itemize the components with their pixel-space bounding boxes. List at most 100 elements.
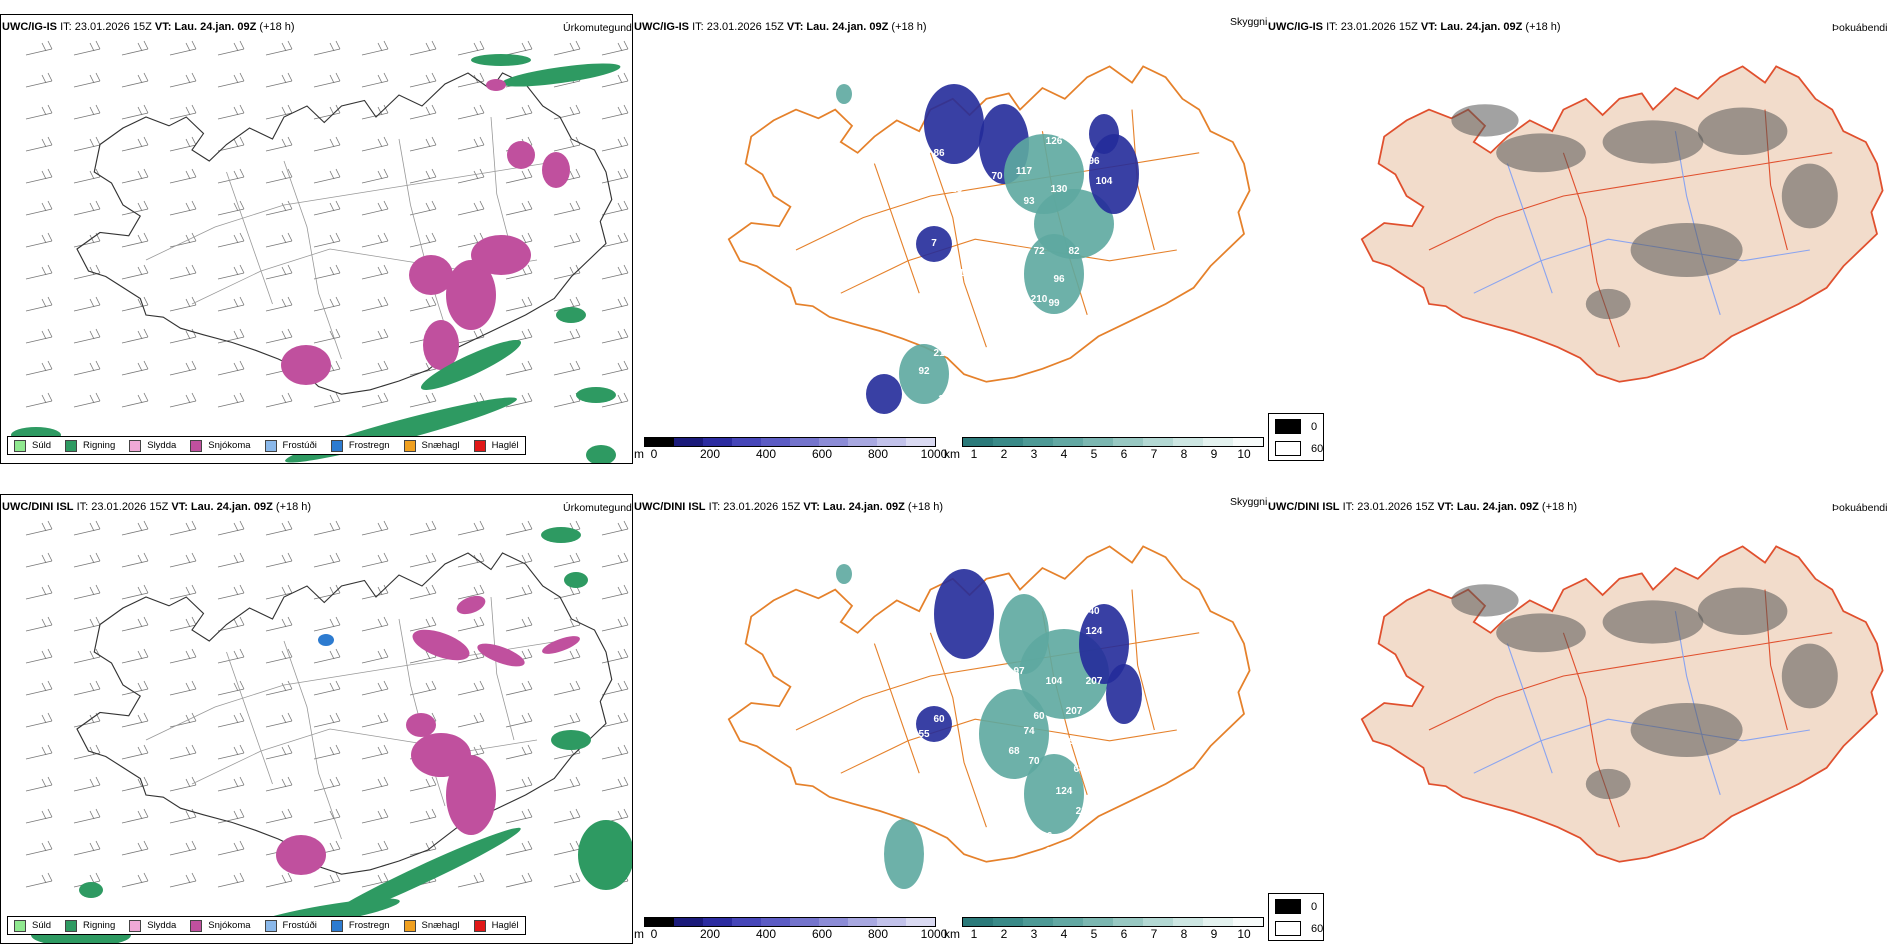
wind-barb <box>121 360 149 376</box>
colorbar-tick-label: 0 <box>650 927 658 941</box>
wind-barb <box>121 72 149 88</box>
precip-legend-item: Haglél <box>473 919 519 932</box>
visibility-value-label: 7 <box>931 238 937 249</box>
wind-barb <box>265 712 293 728</box>
panel-title: UWC/IG-IS IT: 23.01.2026 15Z VT: Lau. 24… <box>1268 21 1561 33</box>
wind-barb <box>361 680 389 696</box>
panel-name-precip: Úrkomutegund <box>563 502 632 514</box>
visibility-colorbar-m: m 0 200 400 600 800 1000 <box>634 917 947 943</box>
road-line <box>191 728 538 785</box>
precip-area <box>276 835 326 875</box>
wind-barb <box>457 168 485 184</box>
wind-barb <box>25 104 53 120</box>
fog-index-area <box>1602 600 1704 644</box>
colorbar-tick-label: 7 <box>1150 927 1158 941</box>
wind-barb <box>361 840 389 856</box>
colorbar-tick-label: 1 <box>970 927 978 941</box>
colorbar-tick-label: 7 <box>1150 447 1158 461</box>
legend-swatch <box>473 919 486 932</box>
road-line <box>226 651 273 785</box>
visibility-labels: 86 84 113 108 70 117 93 130 126 96 104 77 76 7 11 92 72 9… <box>918 136 1112 405</box>
wind-barb <box>409 520 437 536</box>
precip-area <box>412 629 470 661</box>
visibility-value-label: 70 <box>991 171 1003 182</box>
road-line <box>283 160 342 360</box>
wind-barb <box>25 360 53 376</box>
colorbar-tick-label: 10 <box>1237 927 1251 941</box>
wind-barb <box>169 264 197 280</box>
legend-swatch <box>65 919 78 932</box>
wind-barb <box>217 840 245 856</box>
fog-legend-swatch-0 <box>1275 899 1301 914</box>
legend-label: Snjókoma <box>208 920 251 931</box>
colorbar-segment <box>732 438 761 446</box>
colorbar-tick-label: 8 <box>1180 447 1188 461</box>
visibility-value-label: 89 <box>988 646 1000 657</box>
fog-legend: 0 60 <box>1268 413 1324 461</box>
wind-barb <box>217 584 245 600</box>
wind-barb <box>601 712 629 728</box>
wind-barb <box>25 552 53 568</box>
wind-barb <box>25 584 53 600</box>
wind-barb <box>121 648 149 664</box>
legend-label: Frostregn <box>348 440 390 451</box>
wind-barb <box>457 712 485 728</box>
wind-barb <box>505 40 533 56</box>
wind-barb <box>505 392 533 408</box>
wind-barb <box>409 168 437 184</box>
precip-area <box>578 820 632 890</box>
wind-barb <box>121 872 149 888</box>
wind-barb <box>217 744 245 760</box>
visibility-value-label: 82 <box>1068 246 1080 257</box>
low-visibility-area <box>916 226 952 262</box>
precip-area <box>456 595 486 615</box>
road-line <box>398 138 446 327</box>
colorbar-tick-label: 9 <box>1210 927 1218 941</box>
wind-barb <box>601 520 629 536</box>
road-line <box>226 171 273 305</box>
wind-barb <box>217 232 245 248</box>
wind-barb <box>601 104 629 120</box>
road-line <box>490 596 515 741</box>
wind-barb <box>265 104 293 120</box>
colorbar-tick-label: 6 <box>1120 447 1128 461</box>
wind-barb <box>457 680 485 696</box>
wind-barb <box>457 200 485 216</box>
wind-barb <box>601 744 629 760</box>
fog-map-canvas <box>1360 65 1884 383</box>
legend-swatch <box>14 919 26 932</box>
fog-index-area <box>1496 613 1586 653</box>
precip-legend-item: Frostregn <box>330 439 390 452</box>
precip-area <box>586 445 616 463</box>
wind-barb <box>121 104 149 120</box>
wind-barb <box>601 680 629 696</box>
wind-barb <box>25 392 53 408</box>
wind-barb <box>217 264 245 280</box>
wind-barb <box>601 136 629 152</box>
wind-barb <box>25 264 53 280</box>
precip-legend: Súld Rigning Slydda Snjókoma Frostúði Frostre… <box>7 916 526 935</box>
wind-barb <box>553 776 581 792</box>
visibility-value-label: 235 <box>1046 326 1063 337</box>
wind-barb <box>217 808 245 824</box>
wind-barb <box>25 520 53 536</box>
wind-barb <box>169 712 197 728</box>
colorbar-segment <box>761 918 790 926</box>
wind-barb <box>505 840 533 856</box>
fog-index-area <box>1781 163 1838 229</box>
wind-barb <box>25 200 53 216</box>
wind-barb <box>73 168 101 184</box>
wind-barb <box>25 744 53 760</box>
wind-barb <box>265 136 293 152</box>
legend-swatch <box>129 439 142 452</box>
precip-area <box>576 387 616 403</box>
wind-barb <box>313 648 341 664</box>
iceland-outline <box>76 552 613 875</box>
colorbar-segment <box>674 438 703 446</box>
colorbar-segment <box>1053 918 1083 926</box>
wind-barb <box>361 136 389 152</box>
fog-index-area <box>1496 133 1586 173</box>
low-visibility-area <box>1089 114 1119 154</box>
wind-barb <box>217 168 245 184</box>
visibility-value-label: 113 <box>946 184 963 195</box>
